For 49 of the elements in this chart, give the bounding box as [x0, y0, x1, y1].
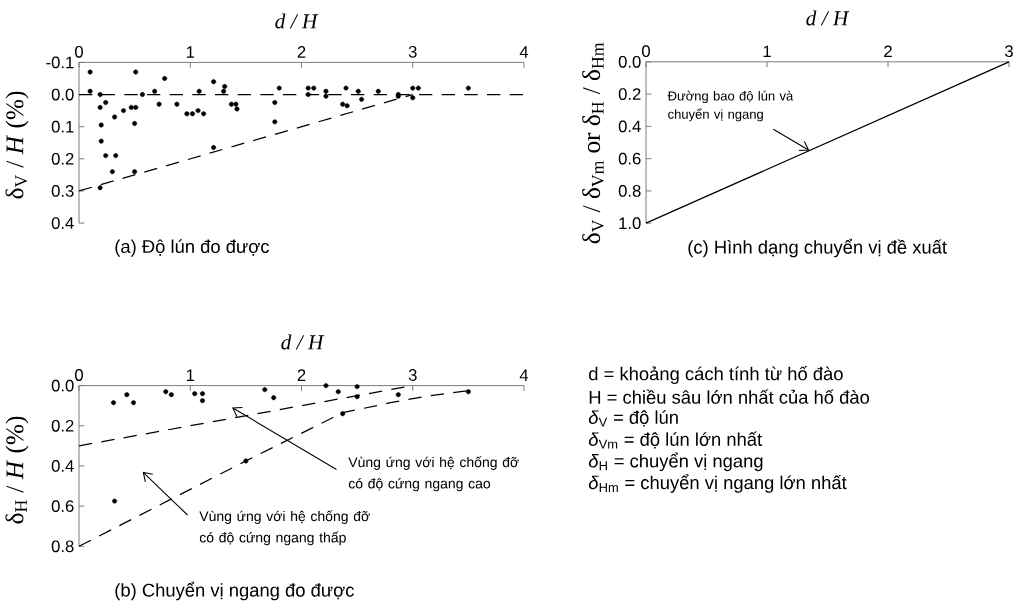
- text: δ$_{V}$ = độ lún: [588, 410, 678, 427]
- x-tick-label: 2: [297, 369, 306, 381]
- x-tick-label: 3: [1005, 45, 1013, 58]
- y-tick-label: 0.4: [51, 217, 74, 229]
- y-tick-label: 0.8: [51, 540, 74, 553]
- y-tick-label: 0.4: [618, 120, 641, 133]
- x-tick-label: 3: [408, 369, 417, 381]
- y-tick-label: 0.4: [51, 460, 74, 472]
- x-axis-title: d / H: [806, 10, 850, 26]
- annotation: Vùng ứng với hệ chống đỡ có độ cứng ngang cao: [348, 456, 519, 492]
- y-tick-label: -0.1: [46, 56, 74, 69]
- text: H = chiều sâu lớn nhất của hố đào: [589, 389, 870, 404]
- x-tick-label: 1: [763, 45, 771, 58]
- x-tick-label: 0: [642, 45, 650, 58]
- y-tick-label: 0.1: [51, 120, 74, 133]
- y-axis-title: δ$_{V}$ / H (%): [5, 91, 29, 199]
- x-tick-label: 2: [884, 45, 892, 58]
- y-tick-label: 0.8: [618, 185, 641, 197]
- y-tick-label: 1.0: [619, 217, 641, 230]
- y-axis-title: δ$_{H}$ / H (%): [5, 416, 29, 524]
- annotation: Đường bao độ lún và chuyển vị ngang: [667, 90, 794, 122]
- annotation: Vùng ứng với hệ chống đỡ có độ cứng ngang thấp: [199, 510, 370, 546]
- y-tick-label: 0.2: [51, 152, 74, 165]
- x-tick-label: 4: [519, 369, 529, 381]
- y-tick-label: 0.6: [618, 152, 641, 165]
- x-axis-title: d / H: [281, 334, 325, 350]
- x-tick-label: 1: [186, 46, 195, 58]
- text: δ$_{Vm}$ = độ lún lớn nhất: [588, 431, 762, 449]
- text: (a) Độ lún đo được: [115, 239, 270, 257]
- y-tick-label: 0.3: [51, 185, 74, 197]
- x-tick-label: 0: [75, 369, 83, 381]
- x-tick-label: 3: [408, 45, 417, 58]
- y-tick-label: 0.2: [51, 419, 74, 432]
- x-tick-label: 4: [519, 46, 529, 58]
- y-axis-title: δ$_{V}$ / δ$_{Vm}$ or δ$_{H}$ / δ$_{Hm}$: [582, 42, 604, 244]
- y-tick-label: 0.0: [51, 379, 74, 392]
- x-tick-label: 2: [297, 46, 306, 58]
- text: d = khoảng cách tính từ hố đào: [589, 366, 843, 384]
- y-tick-label: 0.0: [51, 88, 74, 101]
- y-tick-label: 0.2: [618, 88, 641, 100]
- text: δ$_{Hm}$ = chuyển vị ngang lớn nhất: [588, 474, 847, 493]
- x-tick-label: 0: [75, 45, 83, 58]
- y-tick-label: 0.0: [618, 55, 641, 68]
- x-axis-title: d / H: [275, 13, 319, 29]
- text: (b) Chuyển vị ngang đo được: [115, 581, 354, 601]
- text: δ$_{H}$ = chuyển vị ngang: [588, 452, 763, 472]
- text: (c) Hình dạng chuyển vị đề xuất: [688, 238, 947, 258]
- y-tick-label: 0.6: [51, 500, 74, 513]
- x-tick-label: 1: [186, 369, 195, 381]
